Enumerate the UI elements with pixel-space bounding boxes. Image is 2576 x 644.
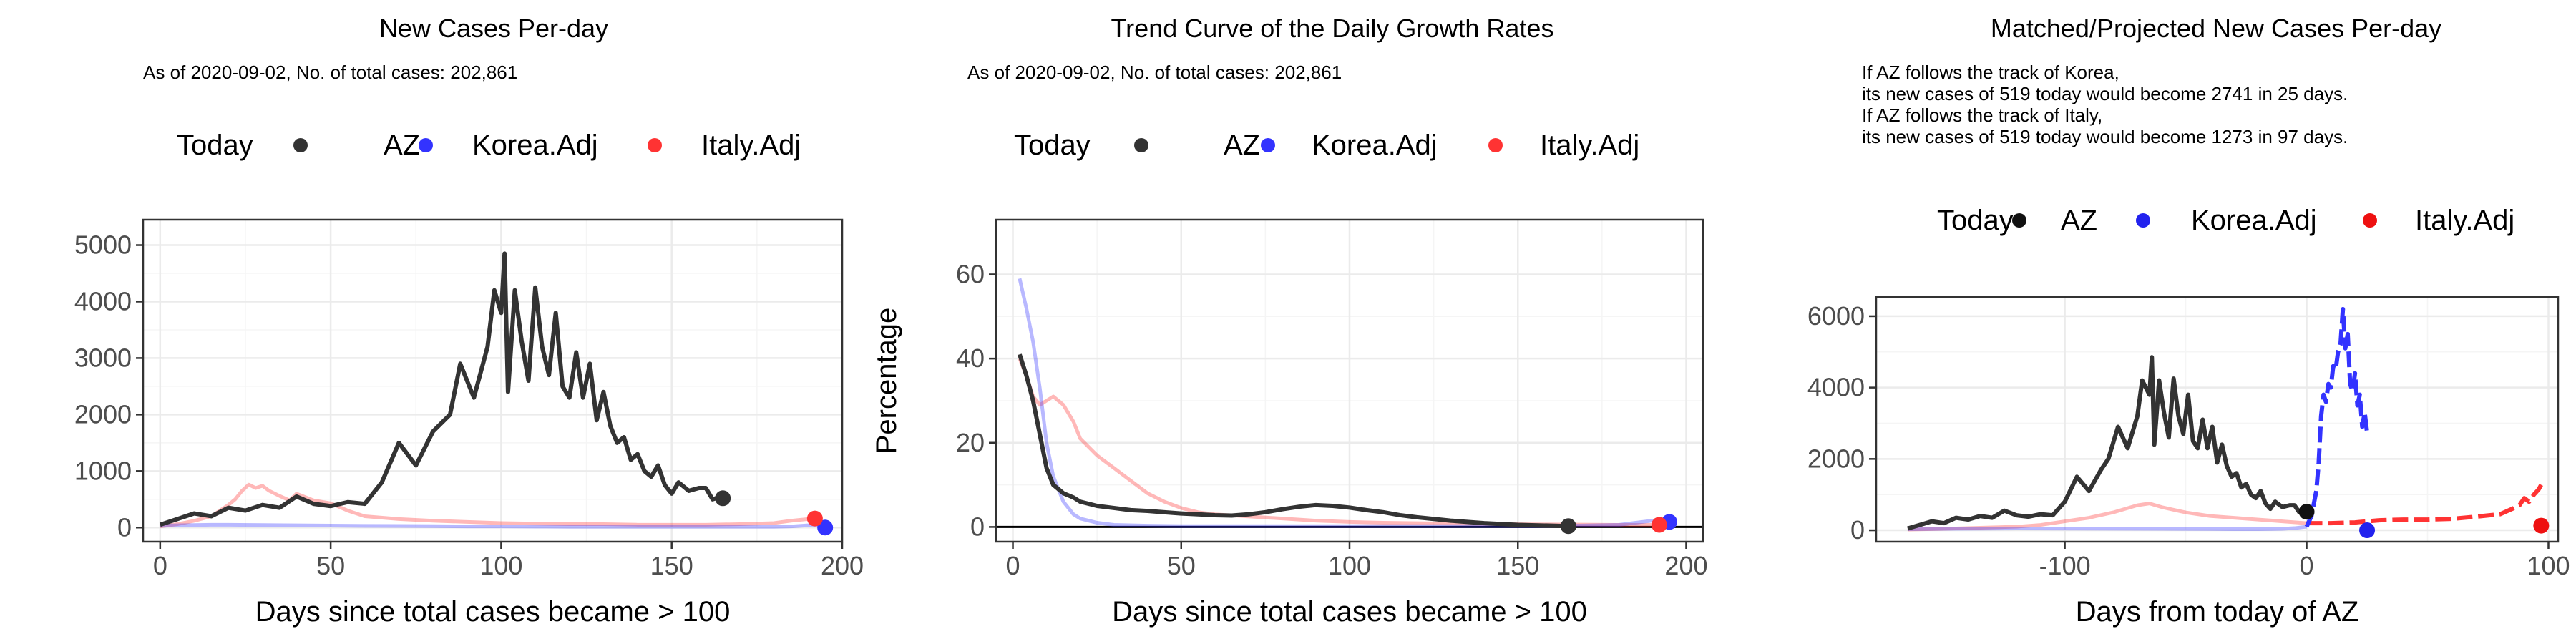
x-tick-label: 150 bbox=[650, 551, 693, 580]
y-tick-label: 2000 bbox=[1807, 444, 1865, 473]
series-line-italy-adj-matched bbox=[1907, 502, 2307, 532]
legend-label: Italy.Adj bbox=[701, 130, 801, 161]
legend-label: Italy.Adj bbox=[2415, 205, 2514, 236]
legend-key-korea-adj bbox=[2136, 213, 2150, 228]
x-tick-label: 100 bbox=[479, 551, 522, 580]
y-tick-label: 1000 bbox=[74, 456, 132, 485]
x-axis-label: Days since total cases became > 100 bbox=[255, 596, 731, 628]
series-line-az bbox=[159, 251, 724, 527]
series-line-italy-adj bbox=[1018, 358, 1659, 527]
legend-title: Today bbox=[1014, 130, 1091, 161]
x-tick-label: 50 bbox=[316, 551, 345, 580]
legend-title: Today bbox=[177, 130, 253, 161]
series-line-italy-adj-projected bbox=[2306, 484, 2543, 526]
legend-key-az bbox=[293, 138, 308, 152]
legend-key-italy-adj bbox=[1488, 138, 1503, 152]
series-line-italy-adj bbox=[160, 482, 816, 529]
y-tick-label: 60 bbox=[956, 259, 985, 288]
series-line-korea-adj-matched bbox=[1907, 525, 2307, 532]
panel-border bbox=[1875, 296, 2560, 543]
today-point-italy-adj bbox=[2533, 517, 2550, 534]
legend-key-az bbox=[1134, 138, 1148, 152]
y-tick-label: 3000 bbox=[74, 343, 132, 372]
today-point-korea-adj bbox=[2359, 522, 2376, 539]
chart-panel-1: New Cases Per-day As of 2020-09-02, No. o… bbox=[74, 14, 864, 628]
gridlines bbox=[143, 220, 844, 542]
legend-key-italy-adj bbox=[648, 138, 662, 152]
x-tick-label: 200 bbox=[1664, 551, 1707, 580]
legend-key-italy-adj bbox=[2363, 213, 2377, 228]
series-line-korea-adj bbox=[160, 522, 826, 529]
annotation-line: If AZ follows the track of Korea, bbox=[1862, 62, 2119, 83]
legend: Today AZ Korea.Adj Italy.Adj bbox=[1014, 130, 1639, 161]
y-tick-label: 4000 bbox=[1807, 373, 1865, 402]
x-tick-label: 100 bbox=[1328, 551, 1371, 580]
panel-border bbox=[142, 218, 844, 543]
legend: Today AZ Korea.Adj Italy.Adj bbox=[1937, 205, 2514, 236]
y-tick-label: 40 bbox=[956, 343, 985, 373]
legend-key-az bbox=[2012, 213, 2026, 228]
legend-label: AZ bbox=[384, 130, 420, 161]
annotation-line: its new cases of 519 today would become … bbox=[1862, 83, 2348, 104]
legend-label: Korea.Adj bbox=[1312, 130, 1438, 161]
series-line-korea-adj bbox=[1018, 278, 1670, 528]
y-tick-label: 20 bbox=[956, 428, 985, 457]
today-point-az bbox=[715, 490, 731, 507]
today-point-italy-adj bbox=[1651, 517, 1667, 533]
x-tick-label: 0 bbox=[153, 551, 167, 580]
legend-label: AZ bbox=[2061, 205, 2097, 236]
x-tick-label: 0 bbox=[1006, 551, 1020, 580]
chart-title: Matched/Projected New Cases Per-day bbox=[1991, 14, 2441, 43]
x-tick-label: 50 bbox=[1167, 551, 1196, 580]
x-tick-label: 100 bbox=[2527, 551, 2570, 580]
legend-key-korea-adj bbox=[419, 138, 433, 152]
y-tick-label: 6000 bbox=[1807, 301, 1865, 331]
series-line-korea-adj-projected bbox=[2304, 306, 2370, 528]
legend-label: Korea.Adj bbox=[472, 130, 598, 161]
legend-title: Today bbox=[1937, 205, 2014, 236]
chart-panel-2: Trend Curve of the Daily Growth Rates As … bbox=[871, 14, 1708, 628]
chart-title: New Cases Per-day bbox=[379, 14, 608, 43]
legend: Today AZ Korea.Adj Italy.Adj bbox=[177, 130, 801, 161]
legend-label: AZ bbox=[1224, 130, 1260, 161]
series-line-az bbox=[1907, 355, 2307, 531]
today-point-korea-adj bbox=[817, 519, 834, 536]
today-point-italy-adj bbox=[806, 510, 823, 527]
y-tick-label: 4000 bbox=[74, 286, 132, 316]
x-tick-label: 0 bbox=[2300, 551, 2314, 580]
annotation-line: its new cases of 519 today would become … bbox=[1862, 126, 2348, 147]
y-tick-label: 2000 bbox=[74, 399, 132, 429]
y-tick-label: 5000 bbox=[74, 230, 132, 260]
today-point-az bbox=[2298, 504, 2315, 520]
y-axis-label: Percentage bbox=[871, 308, 902, 454]
legend-label: Korea.Adj bbox=[2191, 205, 2317, 236]
chart-subtitle: As of 2020-09-02, No. of total cases: 20… bbox=[143, 62, 517, 83]
chart-title: Trend Curve of the Daily Growth Rates bbox=[1111, 14, 1554, 43]
gridlines bbox=[1876, 297, 2558, 542]
chart-subtitle: As of 2020-09-02, No. of total cases: 20… bbox=[967, 62, 1342, 83]
legend-key-korea-adj bbox=[1261, 138, 1275, 152]
x-axis-label: Days from today of AZ bbox=[2076, 596, 2359, 628]
y-tick-label: 0 bbox=[117, 512, 132, 542]
gridlines bbox=[996, 220, 1703, 542]
x-tick-label: -100 bbox=[2039, 551, 2091, 580]
x-axis-label: Days since total cases became > 100 bbox=[1112, 596, 1587, 628]
x-tick-label: 150 bbox=[1496, 551, 1539, 580]
x-tick-label: 200 bbox=[821, 551, 864, 580]
y-tick-label: 0 bbox=[970, 512, 985, 541]
today-point-az bbox=[1560, 518, 1576, 535]
chart-panel-3: Matched/Projected New Cases Per-day If AZ… bbox=[1807, 14, 2570, 628]
series-line-az bbox=[1018, 353, 1568, 529]
annotation-line: If AZ follows the track of Italy, bbox=[1862, 104, 2102, 126]
y-tick-label: 0 bbox=[1850, 515, 1865, 545]
legend-label: Italy.Adj bbox=[1540, 130, 1639, 161]
